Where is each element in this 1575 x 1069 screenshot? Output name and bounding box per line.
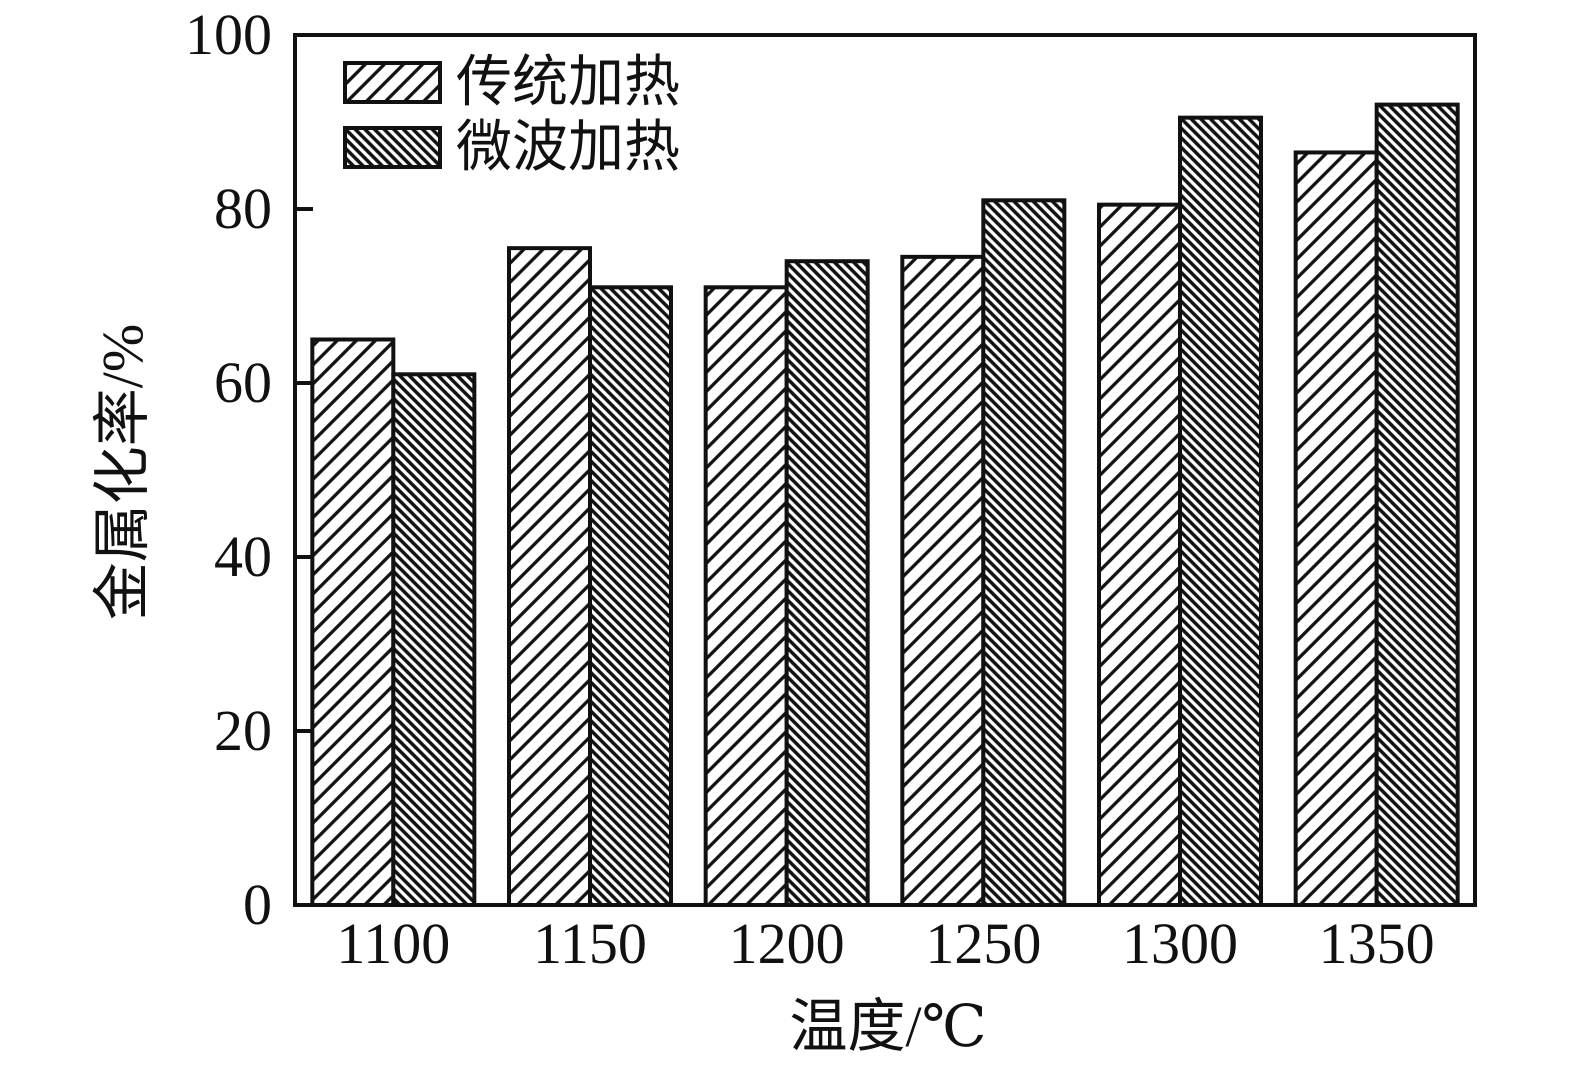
x-axis-title: 温度/℃ — [790, 994, 987, 1059]
y-tick-label-100: 100 — [185, 2, 272, 67]
bar-microwave-1200 — [784, 259, 870, 907]
bar-microwave-1300 — [1178, 115, 1263, 907]
legend-label-microwave: 微波加热 — [456, 117, 680, 179]
bar-traditional-1350 — [1293, 150, 1379, 907]
plot-frame — [293, 33, 1477, 907]
y-axis-ticks: 0 20 40 60 80 100 — [185, 2, 313, 937]
x-tick-label-1100: 1100 — [336, 911, 450, 976]
bar-microwave-1100 — [391, 372, 477, 907]
bar-traditional-1100 — [310, 337, 396, 907]
legend: 传统加热 微波加热 — [343, 52, 680, 179]
legend-label-traditional: 传统加热 — [456, 52, 680, 114]
bars-layer — [310, 102, 1460, 908]
y-tick-label-80: 80 — [214, 176, 272, 241]
bar-traditional-1300 — [1097, 202, 1182, 907]
x-tick-label-1200: 1200 — [729, 911, 845, 976]
bar-microwave-1150 — [588, 285, 673, 907]
y-tick-label-60: 60 — [214, 350, 272, 415]
x-tick-label-1300: 1300 — [1122, 911, 1238, 976]
bar-microwave-1350 — [1374, 102, 1460, 908]
x-tick-label-1150: 1150 — [533, 911, 647, 976]
y-tick-label-20: 20 — [214, 698, 272, 763]
x-tick-label-1350: 1350 — [1319, 911, 1435, 976]
y-axis-title: 金属化率/% — [90, 324, 155, 620]
bar-traditional-1250 — [900, 254, 986, 908]
legend-swatch-forward-diagonal-hatch-icon — [343, 61, 442, 104]
y-tick-label-0: 0 — [243, 872, 272, 937]
bar-traditional-1200 — [703, 285, 789, 907]
x-axis-tick-labels: 1100 1150 1200 1250 1300 1350 — [336, 911, 1434, 976]
y-tick-label-40: 40 — [214, 524, 272, 589]
legend-swatch-backward-diagonal-hatch-icon — [343, 126, 442, 169]
x-tick-label-1250: 1250 — [925, 911, 1041, 976]
bar-traditional-1150 — [507, 246, 592, 907]
bar-microwave-1250 — [981, 198, 1067, 908]
